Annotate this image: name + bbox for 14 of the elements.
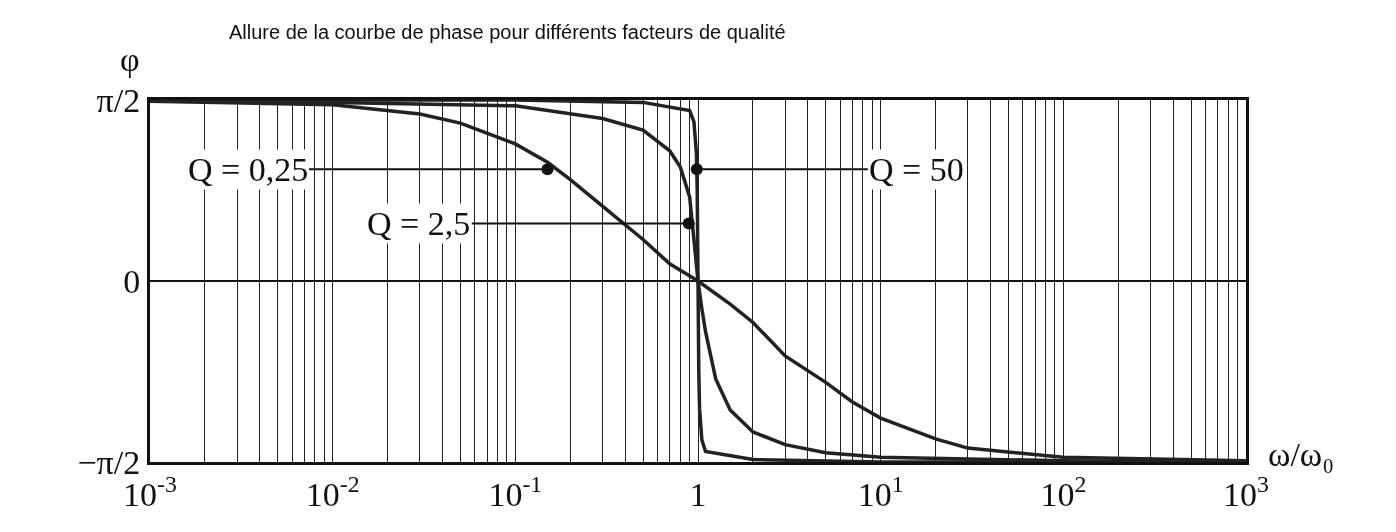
x-tick-label: 1 — [689, 475, 707, 513]
x-tick-label: 10$^{-2}$ — [305, 470, 360, 513]
chart-title: Allure de la courbe de phase pour différents facteurs de qualité — [229, 21, 786, 43]
annotation: Q = 0,25 — [188, 151, 309, 188]
y-tick-label: π/2 — [96, 81, 141, 119]
x-tick-label: 10$^{2}$ — [1040, 470, 1087, 513]
x-axis-title: ω/ω₀ — [1268, 436, 1335, 473]
annotation: Q = 50 — [869, 151, 964, 188]
y-tick-label: 0 — [123, 262, 141, 300]
x-tick-label: 10$^{1}$ — [857, 470, 904, 513]
x-tick-label: 10$^{-1}$ — [488, 470, 543, 513]
annotation: Q = 2,5 — [367, 205, 471, 242]
y-axis-title: φ — [120, 41, 140, 78]
x-tick-label: 10$^{3}$ — [1223, 470, 1269, 513]
